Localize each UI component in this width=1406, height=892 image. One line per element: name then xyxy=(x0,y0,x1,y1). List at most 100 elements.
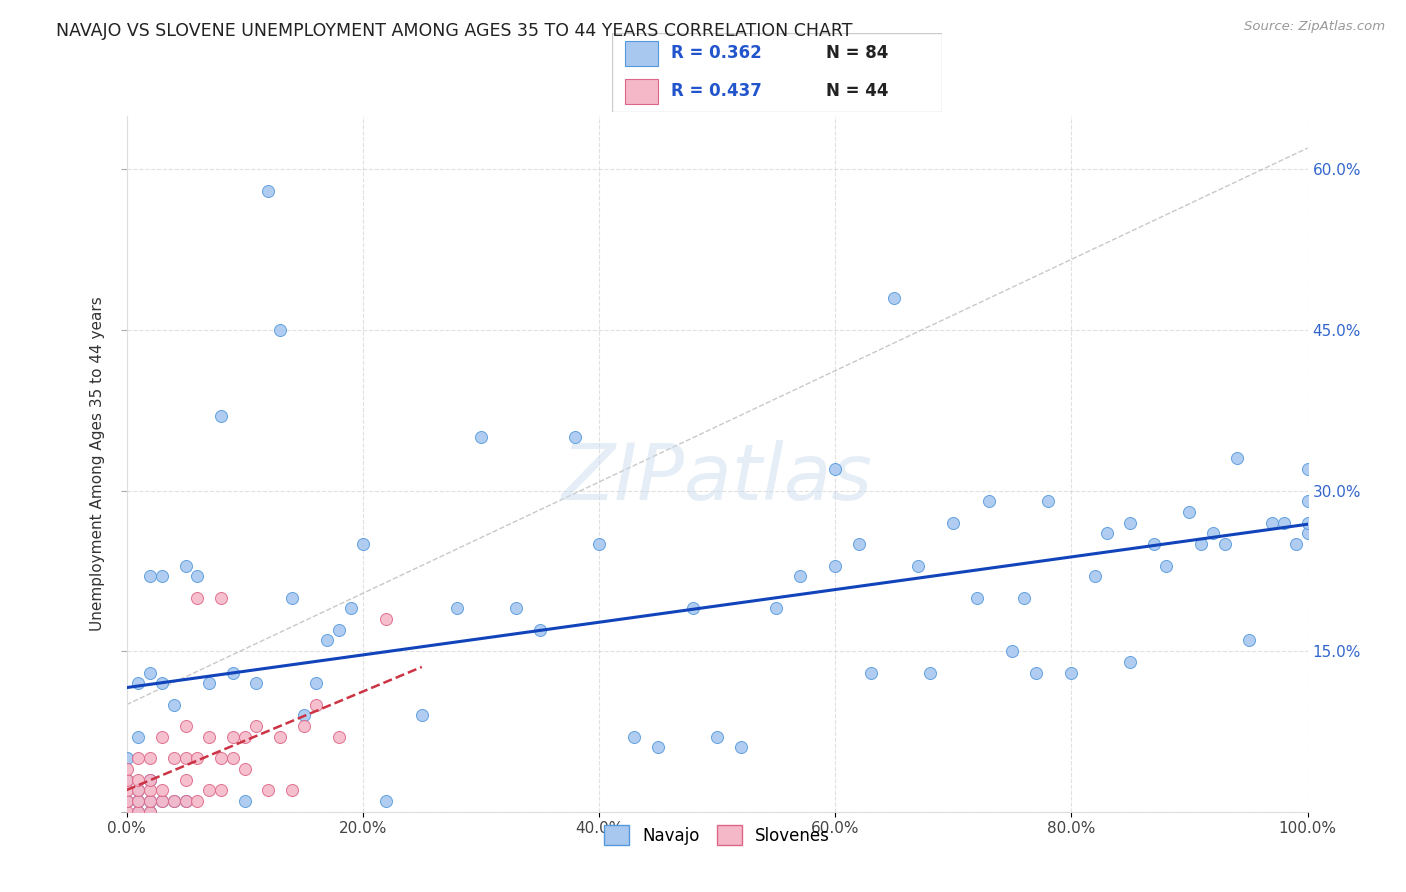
Point xyxy=(163,794,186,808)
Point xyxy=(1296,494,1319,508)
Point xyxy=(115,762,138,776)
Point xyxy=(316,633,339,648)
Text: N = 44: N = 44 xyxy=(827,82,889,100)
Point xyxy=(163,698,186,712)
Point xyxy=(1285,537,1308,551)
Text: R = 0.437: R = 0.437 xyxy=(671,82,762,100)
Point xyxy=(115,772,138,787)
Point xyxy=(115,772,138,787)
Point xyxy=(115,794,138,808)
Point xyxy=(127,751,149,765)
Point xyxy=(150,794,173,808)
Point xyxy=(115,783,138,797)
Point xyxy=(859,665,882,680)
Text: Source: ZipAtlas.com: Source: ZipAtlas.com xyxy=(1244,20,1385,33)
Text: R = 0.362: R = 0.362 xyxy=(671,45,762,62)
Point xyxy=(233,730,256,744)
Point xyxy=(1001,644,1024,658)
Point xyxy=(564,430,586,444)
Point xyxy=(257,184,280,198)
Point xyxy=(174,558,197,573)
Point xyxy=(647,740,669,755)
Point xyxy=(375,612,398,626)
Point xyxy=(163,794,186,808)
Point xyxy=(174,751,197,765)
Point xyxy=(257,783,280,797)
Point xyxy=(198,730,221,744)
Point xyxy=(470,430,492,444)
Point xyxy=(174,794,197,808)
Point xyxy=(765,601,787,615)
Point xyxy=(730,740,752,755)
Point xyxy=(209,409,232,423)
Point xyxy=(115,805,138,819)
Point xyxy=(1272,516,1295,530)
Point xyxy=(1226,451,1249,466)
Point xyxy=(682,601,704,615)
Point xyxy=(127,676,149,690)
Point xyxy=(529,623,551,637)
Point xyxy=(1036,494,1059,508)
Point xyxy=(139,569,162,583)
Point xyxy=(1095,526,1118,541)
Point xyxy=(1119,655,1142,669)
Point xyxy=(292,719,315,733)
Point xyxy=(789,569,811,583)
Point xyxy=(127,772,149,787)
Point xyxy=(150,730,173,744)
Point xyxy=(292,708,315,723)
Point xyxy=(139,665,162,680)
Point xyxy=(918,665,941,680)
Point xyxy=(269,323,291,337)
Point xyxy=(222,730,245,744)
Point xyxy=(127,783,149,797)
Point xyxy=(966,591,988,605)
Point xyxy=(127,783,149,797)
Point xyxy=(1143,537,1166,551)
Point xyxy=(824,462,846,476)
Point xyxy=(375,794,398,808)
Point xyxy=(139,772,162,787)
Point xyxy=(1084,569,1107,583)
Point xyxy=(233,762,256,776)
Point xyxy=(1202,526,1225,541)
Point xyxy=(977,494,1000,508)
Point xyxy=(623,730,645,744)
Point xyxy=(163,751,186,765)
Point xyxy=(269,730,291,744)
Point xyxy=(1012,591,1035,605)
Point xyxy=(1025,665,1047,680)
Point xyxy=(209,751,232,765)
Point xyxy=(174,719,197,733)
Point xyxy=(150,794,173,808)
Bar xyxy=(624,41,658,66)
Point xyxy=(127,805,149,819)
Y-axis label: Unemployment Among Ages 35 to 44 years: Unemployment Among Ages 35 to 44 years xyxy=(90,296,105,632)
Point xyxy=(209,591,232,605)
Point xyxy=(150,676,173,690)
Point xyxy=(1296,526,1319,541)
Point xyxy=(127,794,149,808)
Point xyxy=(150,569,173,583)
Point xyxy=(883,291,905,305)
Point xyxy=(139,805,162,819)
Point xyxy=(340,601,363,615)
Point xyxy=(304,698,326,712)
Point xyxy=(411,708,433,723)
Point xyxy=(186,751,208,765)
Point xyxy=(127,794,149,808)
Point xyxy=(304,676,326,690)
Point xyxy=(174,794,197,808)
Point xyxy=(209,783,232,797)
Point xyxy=(352,537,374,551)
Point xyxy=(281,591,304,605)
Point xyxy=(233,794,256,808)
Text: N = 84: N = 84 xyxy=(827,45,889,62)
Point xyxy=(139,783,162,797)
Point xyxy=(1119,516,1142,530)
Point xyxy=(139,805,162,819)
Point xyxy=(186,569,208,583)
Point xyxy=(245,676,267,690)
Legend: Navajo, Slovenes: Navajo, Slovenes xyxy=(598,819,837,852)
Point xyxy=(1237,633,1260,648)
